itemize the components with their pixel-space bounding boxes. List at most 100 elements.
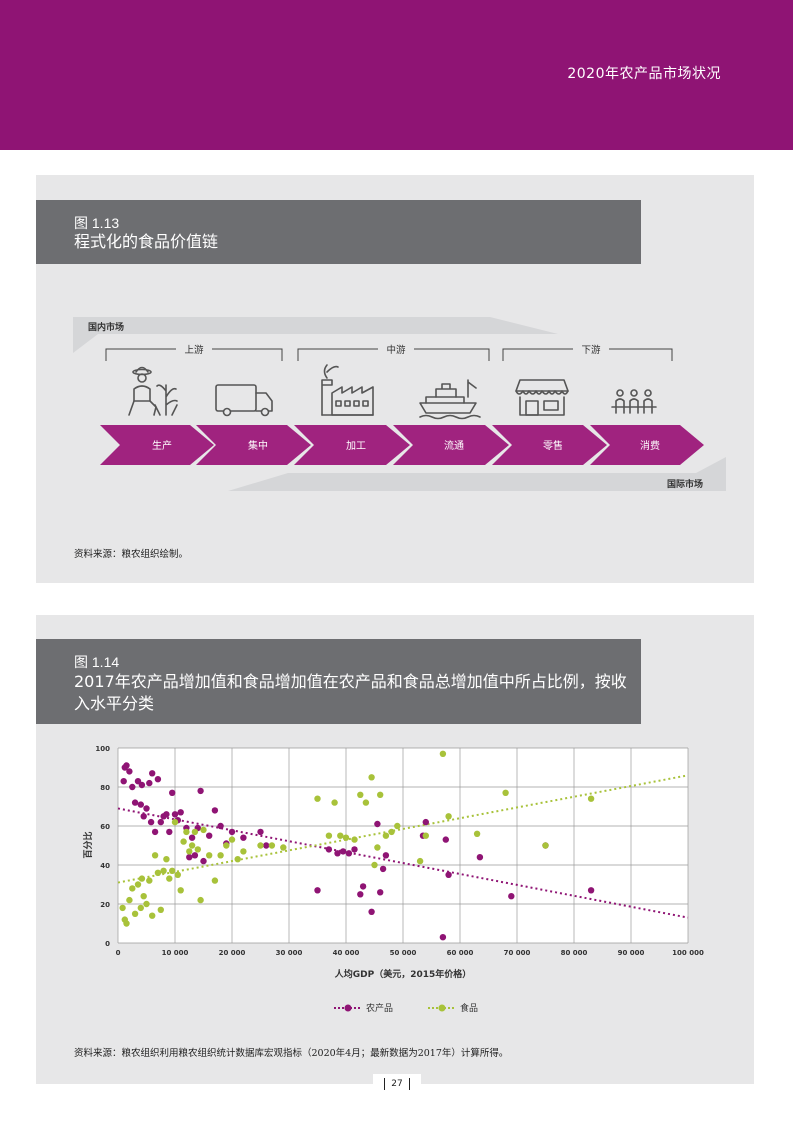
agri-point <box>377 889 384 896</box>
y-tick-label: 80 <box>100 784 110 792</box>
agri-point <box>154 776 162 783</box>
x-tick-label: 90 000 <box>618 949 645 957</box>
food-point <box>439 750 447 757</box>
food-point <box>126 896 133 904</box>
food-point <box>374 844 381 851</box>
legend-label-food: 食品 <box>460 1002 478 1014</box>
agri-point <box>143 805 150 812</box>
agri-point <box>171 811 179 818</box>
domestic-market-label: 国内市场 <box>88 321 124 333</box>
agri-point <box>126 768 133 775</box>
food-point <box>180 838 187 845</box>
food-point <box>171 818 179 826</box>
agri-point <box>422 818 429 826</box>
stage-label-collection: 集中 <box>248 439 268 452</box>
agri-point <box>186 854 193 861</box>
stage-label-production: 生产 <box>152 439 172 452</box>
food-point <box>123 920 130 927</box>
food-point <box>234 856 241 863</box>
scatter-chart: 0 10 000 20 000 30 000 40 000 50 000 60 000 70 … <box>82 745 704 1014</box>
x-tick-label: 50 000 <box>390 949 417 957</box>
agri-point <box>129 783 136 791</box>
food-point <box>502 789 509 796</box>
agri-point <box>163 811 170 818</box>
food-point <box>394 822 401 830</box>
dining-icon <box>611 389 657 414</box>
store-icon <box>515 379 569 416</box>
food-point <box>206 852 213 859</box>
x-tick-label: 80 000 <box>561 949 588 957</box>
y-tick-label: 100 <box>95 745 110 753</box>
food-point <box>268 842 276 849</box>
food-point <box>191 828 199 836</box>
trend-lines <box>117 774 689 919</box>
agri-point <box>151 828 159 836</box>
stage-arrow-collection <box>196 425 311 465</box>
legend-label-agri: 农产品 <box>366 1002 393 1014</box>
x-tick-label: 20 000 <box>219 949 246 957</box>
food-point <box>223 842 230 849</box>
agri-point <box>379 865 387 873</box>
food-point <box>377 791 384 798</box>
agri-point <box>211 807 219 814</box>
food-point <box>325 832 333 839</box>
stage-arrow-retail <box>492 425 607 465</box>
agri-point <box>147 818 155 826</box>
agri-point <box>374 820 381 828</box>
agri-point <box>200 857 207 865</box>
agri-point <box>263 842 270 849</box>
stage-label-processing: 加工 <box>346 440 366 452</box>
page-number: 27 <box>373 1074 421 1094</box>
x-tick-label: 100 000 <box>672 949 704 957</box>
food-point <box>186 848 193 855</box>
agri-point <box>197 787 204 795</box>
figure-1-13-source: 资料来源：粮农组织绘制。 <box>74 549 189 560</box>
y-axis-ticks: 0 20 40 60 80 100 <box>95 745 110 948</box>
group-bracket-midstream: 中游 <box>297 344 490 361</box>
stage-label-distribution: 流通 <box>444 439 464 452</box>
food-point <box>314 795 321 802</box>
food-point <box>280 844 287 851</box>
page-header-band: 2020年农产品市场状况 <box>0 0 793 150</box>
agri-point <box>476 854 484 861</box>
x-tick-label: 70 000 <box>504 949 531 957</box>
y-tick-label: 20 <box>100 901 110 909</box>
data-points <box>119 750 595 941</box>
agri-point <box>131 799 139 806</box>
legend-item-food: 食品 <box>428 1002 478 1014</box>
food-point <box>542 842 549 849</box>
x-axis-label: 人均GDP（美元，2015年价格） <box>334 968 472 980</box>
food-point <box>445 813 452 820</box>
international-market-band <box>228 457 726 491</box>
farmer-icon <box>128 366 178 416</box>
food-point <box>149 912 156 919</box>
stage-arrow-production <box>100 425 214 465</box>
food-point <box>143 900 150 908</box>
food-point <box>138 875 146 882</box>
food-point <box>154 869 162 876</box>
figure-1-13-number: 图 1.13 <box>74 215 120 231</box>
food-point <box>357 791 364 798</box>
figure-1-14-source: 资料来源：粮农组织利用粮农组织统计数据库宏观指标（2020年4月；最新数据为20… <box>74 1048 509 1059</box>
factory-icon <box>321 364 374 416</box>
food-point <box>131 910 139 917</box>
agri-point <box>351 846 358 853</box>
agri-point <box>206 832 213 839</box>
food-point <box>157 906 164 913</box>
figure-1-14-number: 图 1.14 <box>74 654 120 670</box>
food-point <box>342 834 350 841</box>
food-point <box>337 832 344 839</box>
food-point <box>177 887 184 894</box>
food-point <box>257 842 264 849</box>
agri-point <box>188 834 196 841</box>
x-tick-label: 0 <box>116 949 121 957</box>
food-point <box>163 856 170 863</box>
agri-point <box>445 871 452 878</box>
agri-point <box>439 934 447 941</box>
food-point <box>331 799 338 806</box>
y-tick-label: 60 <box>100 823 110 831</box>
food-point <box>119 904 126 912</box>
international-market-label: 国际市场 <box>667 478 703 490</box>
agri-point <box>123 762 130 769</box>
food-point <box>351 836 358 843</box>
